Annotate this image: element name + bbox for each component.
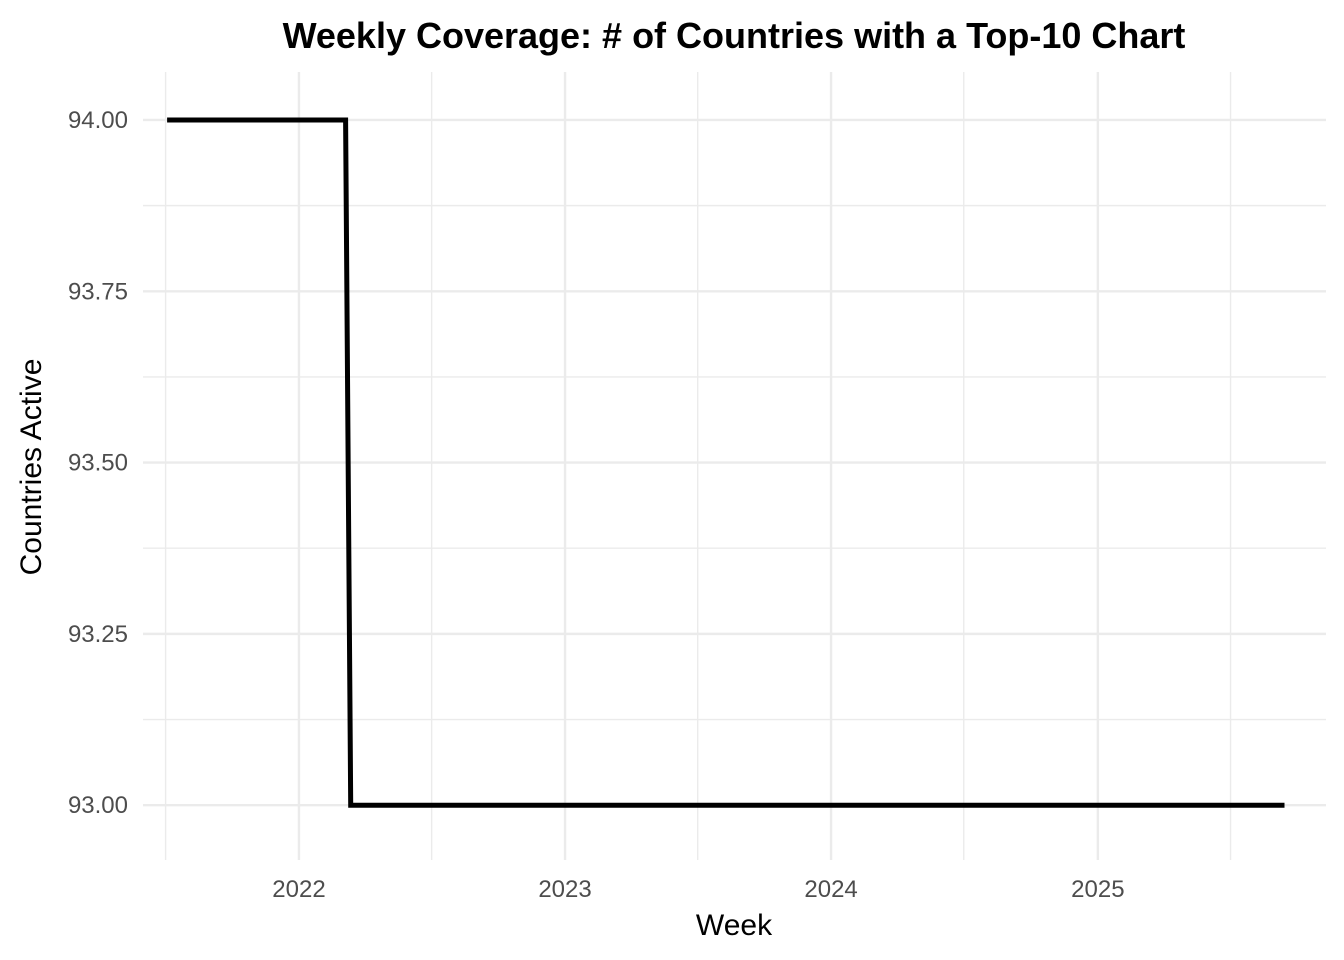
y-tick-label: 93.50 [68, 450, 128, 477]
x-axis-title: Week [696, 909, 773, 942]
y-tick-label: 94.00 [68, 107, 128, 134]
series-line [167, 117, 1285, 808]
x-tick-label: 2025 [1071, 876, 1124, 903]
y-tick-label: 93.00 [68, 792, 128, 819]
series-layer [167, 117, 1285, 808]
x-tick-label: 2022 [272, 876, 325, 903]
y-tick-label: 93.75 [68, 278, 128, 305]
grid [143, 72, 1326, 860]
tick-labels: 93.00 93.25 93.50 93.75 94.00 2022 2023 2024 202… [68, 107, 1125, 903]
y-axis-title: Countries Active [15, 359, 48, 576]
chart-title: Weekly Coverage: # of Countries with a T… [283, 15, 1186, 56]
y-tick-label: 93.25 [68, 621, 128, 648]
x-tick-label: 2024 [804, 876, 857, 903]
x-tick-label: 2023 [538, 876, 591, 903]
